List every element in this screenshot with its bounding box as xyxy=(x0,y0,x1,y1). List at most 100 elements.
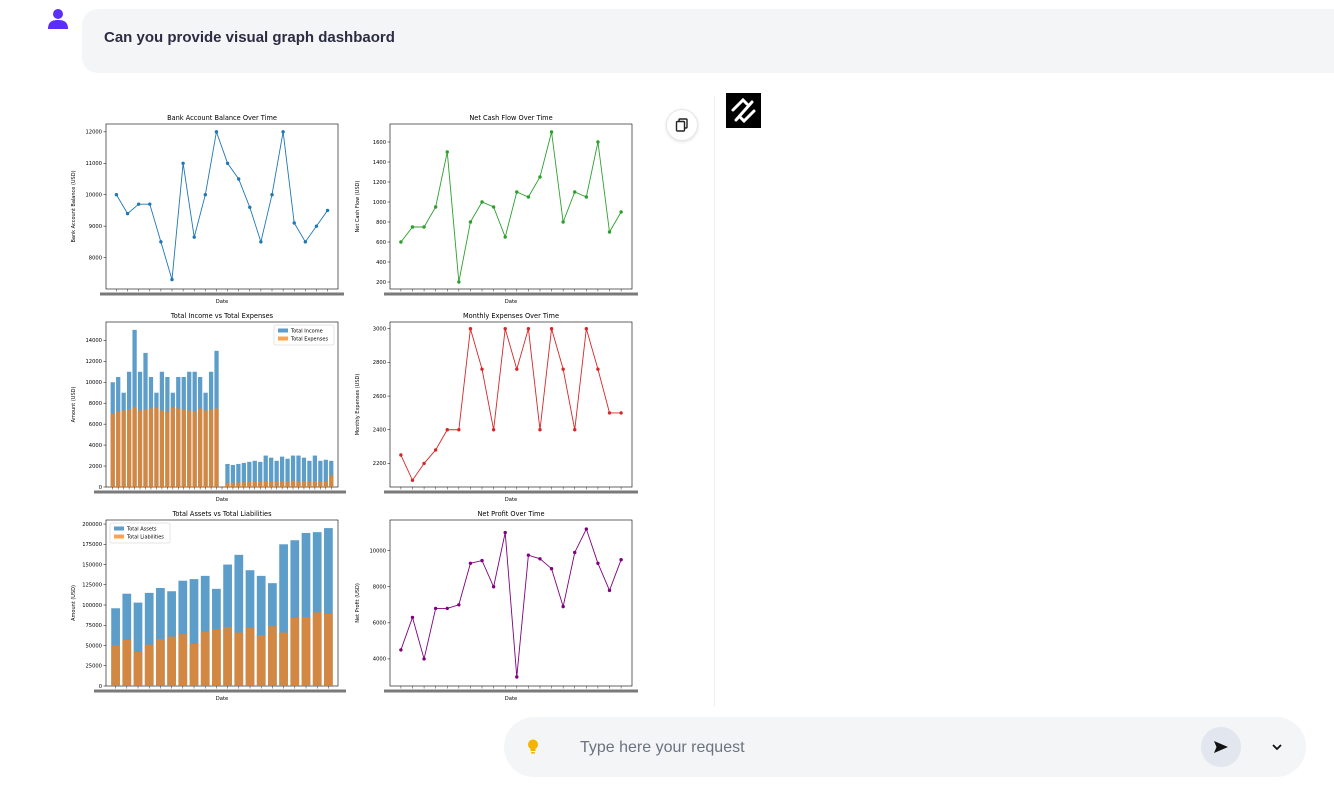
y-tick-label: 25000 xyxy=(85,664,102,670)
data-point xyxy=(303,240,308,244)
chart-title: Bank Account Balance Over Time xyxy=(167,114,277,122)
data-point xyxy=(538,557,542,561)
data-point xyxy=(538,175,542,179)
data-point xyxy=(607,230,612,234)
y-axis-label: Bank Account Balance (USD) xyxy=(71,170,77,242)
legend-swatch xyxy=(114,526,124,531)
bar xyxy=(132,407,137,487)
y-tick-label: 175000 xyxy=(82,542,102,548)
x-axis-label: Date xyxy=(216,299,228,305)
y-tick-label: 8000 xyxy=(373,585,386,591)
data-point xyxy=(433,606,438,611)
legend-label: Total Expenses xyxy=(290,337,328,343)
y-tick-label: 6000 xyxy=(373,621,386,627)
data-point xyxy=(561,604,565,609)
data-point xyxy=(480,558,484,563)
data-point xyxy=(457,280,461,284)
data-point xyxy=(573,550,577,555)
bar xyxy=(312,481,318,487)
legend-label: Total Income xyxy=(290,329,323,335)
data-point xyxy=(181,161,185,165)
bar xyxy=(301,457,307,487)
bar xyxy=(198,408,203,487)
bar xyxy=(203,410,208,487)
bar xyxy=(263,481,268,487)
bar xyxy=(154,407,159,487)
y-tick-label: 200 xyxy=(376,280,386,286)
y-tick-label: 2800 xyxy=(373,360,386,366)
y-tick-label: 1600 xyxy=(373,140,386,146)
bar xyxy=(214,408,219,487)
y-tick-label: 2200 xyxy=(373,461,386,467)
data-point xyxy=(445,428,449,432)
send-icon xyxy=(1214,741,1228,753)
data-point xyxy=(596,367,600,371)
data-point xyxy=(457,603,461,607)
data-point xyxy=(159,240,163,244)
bar xyxy=(318,460,323,487)
data-point xyxy=(619,557,623,562)
bar xyxy=(329,475,334,487)
data-point xyxy=(125,211,130,216)
bar xyxy=(307,460,312,487)
data-point xyxy=(561,220,565,224)
request-input[interactable] xyxy=(578,735,1182,761)
bar xyxy=(307,481,312,487)
data-point xyxy=(248,205,252,209)
bar xyxy=(148,408,154,487)
data-point xyxy=(515,675,519,679)
bar xyxy=(156,639,165,686)
bar xyxy=(230,465,236,487)
expand-button[interactable] xyxy=(1266,735,1288,759)
bar xyxy=(279,456,285,487)
bar xyxy=(225,463,230,487)
data-point xyxy=(292,221,296,225)
bar xyxy=(290,540,300,686)
data-point xyxy=(503,327,507,331)
bar xyxy=(274,481,279,487)
data-point xyxy=(270,193,274,197)
data-point xyxy=(619,411,623,415)
chart-frame xyxy=(105,519,339,687)
bar xyxy=(279,481,285,487)
data-point xyxy=(314,224,319,228)
bar xyxy=(133,651,143,686)
y-tick-label: 75000 xyxy=(85,623,102,629)
data-point xyxy=(410,225,415,229)
send-button[interactable] xyxy=(1201,727,1241,767)
y-tick-label: 8000 xyxy=(89,401,102,407)
y-tick-label: 150000 xyxy=(82,562,102,568)
lightbulb-icon[interactable] xyxy=(526,738,540,756)
data-point xyxy=(573,190,577,194)
chart-frame xyxy=(389,519,633,687)
legend-label: Total Assets xyxy=(126,527,157,533)
copy-button[interactable] xyxy=(666,109,698,141)
bar xyxy=(241,482,246,487)
y-axis-label: Net Cash Flow (USD) xyxy=(355,181,361,233)
bar xyxy=(312,455,318,487)
data-point xyxy=(515,190,519,194)
y-tick-label: 11000 xyxy=(85,161,102,167)
legend xyxy=(109,522,171,544)
bar xyxy=(159,410,165,487)
y-tick-label: 4000 xyxy=(373,657,386,663)
bar xyxy=(290,480,296,487)
data-point xyxy=(491,585,496,589)
y-tick-label: 8000 xyxy=(89,255,102,261)
data-point xyxy=(468,327,473,331)
data-point xyxy=(170,277,174,282)
data-point xyxy=(422,657,426,661)
y-tick-label: 400 xyxy=(376,260,386,266)
bar xyxy=(192,411,197,487)
data-point xyxy=(561,367,565,371)
bar xyxy=(252,460,257,487)
bar xyxy=(252,481,257,487)
bar xyxy=(256,634,266,686)
chart-title: Net Cash Flow Over Time xyxy=(469,114,552,122)
bar xyxy=(170,407,175,487)
bar xyxy=(167,636,176,686)
bar xyxy=(285,481,290,487)
bar xyxy=(189,643,199,686)
y-tick-label: 12000 xyxy=(85,130,102,136)
y-tick-label: 1400 xyxy=(373,160,386,166)
